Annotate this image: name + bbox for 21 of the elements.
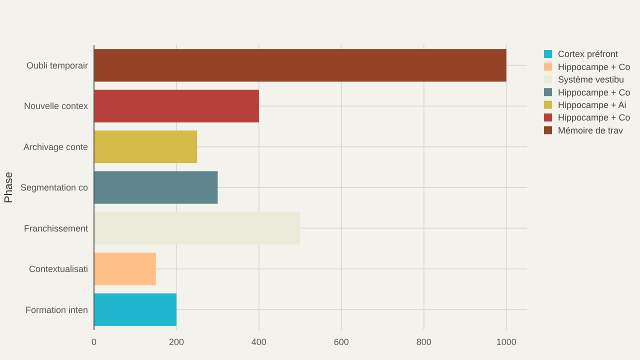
x-tick-label: 400 bbox=[251, 337, 266, 347]
legend-label: Hippocampe + Co bbox=[558, 62, 630, 72]
y-tick-label: Nouvelle contex bbox=[24, 101, 88, 112]
x-tick-label: 0 bbox=[91, 337, 97, 347]
x-tick-label: 600 bbox=[334, 337, 349, 347]
y-axis-title: Phase bbox=[3, 172, 15, 204]
y-tick-label: Oubli temporair bbox=[26, 60, 88, 71]
y-tick-label: Formation inten bbox=[25, 304, 88, 315]
x-tick-label: 1000 bbox=[496, 337, 516, 347]
legend-label: Hippocampe + Co bbox=[558, 112, 630, 123]
y-tick-label: Contextualisati bbox=[28, 264, 88, 274]
legend-label: Cortex préfront bbox=[558, 49, 619, 60]
legend-label: Mémoire de trav bbox=[558, 125, 624, 136]
y-tick-label: Franchissement bbox=[24, 223, 88, 234]
legend-label: Hippocampe + Co bbox=[558, 87, 630, 98]
legend-label: Système vestibu bbox=[558, 74, 624, 85]
x-tick-label: 800 bbox=[416, 337, 432, 347]
x-tick-label: 200 bbox=[168, 337, 184, 347]
legend-label: Hippocampe + Ai bbox=[558, 100, 626, 110]
y-tick-label: Archivage conte bbox=[23, 142, 88, 152]
y-tick-label: Segmentation co bbox=[20, 182, 88, 193]
